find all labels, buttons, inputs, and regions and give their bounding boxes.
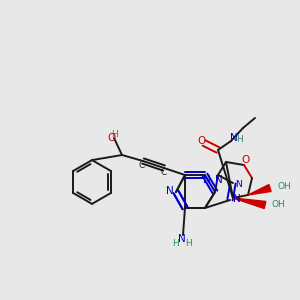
Text: O: O (242, 154, 250, 165)
Text: OH: OH (272, 200, 285, 209)
Text: N: N (166, 185, 173, 196)
Text: H: H (236, 135, 243, 144)
Text: N: N (230, 133, 238, 143)
Polygon shape (233, 198, 266, 208)
Text: C: C (161, 168, 167, 177)
Text: N: N (178, 235, 185, 244)
Text: H: H (111, 130, 117, 139)
Text: N: N (202, 176, 210, 185)
Text: N: N (215, 176, 223, 185)
Text: O: O (197, 136, 206, 146)
Text: O: O (107, 133, 115, 143)
Text: N: N (233, 194, 241, 204)
Text: OH: OH (278, 182, 291, 191)
Text: H: H (185, 239, 192, 248)
Text: N: N (236, 180, 242, 189)
Polygon shape (248, 184, 271, 195)
Text: H: H (172, 239, 179, 248)
Text: C: C (138, 161, 145, 170)
